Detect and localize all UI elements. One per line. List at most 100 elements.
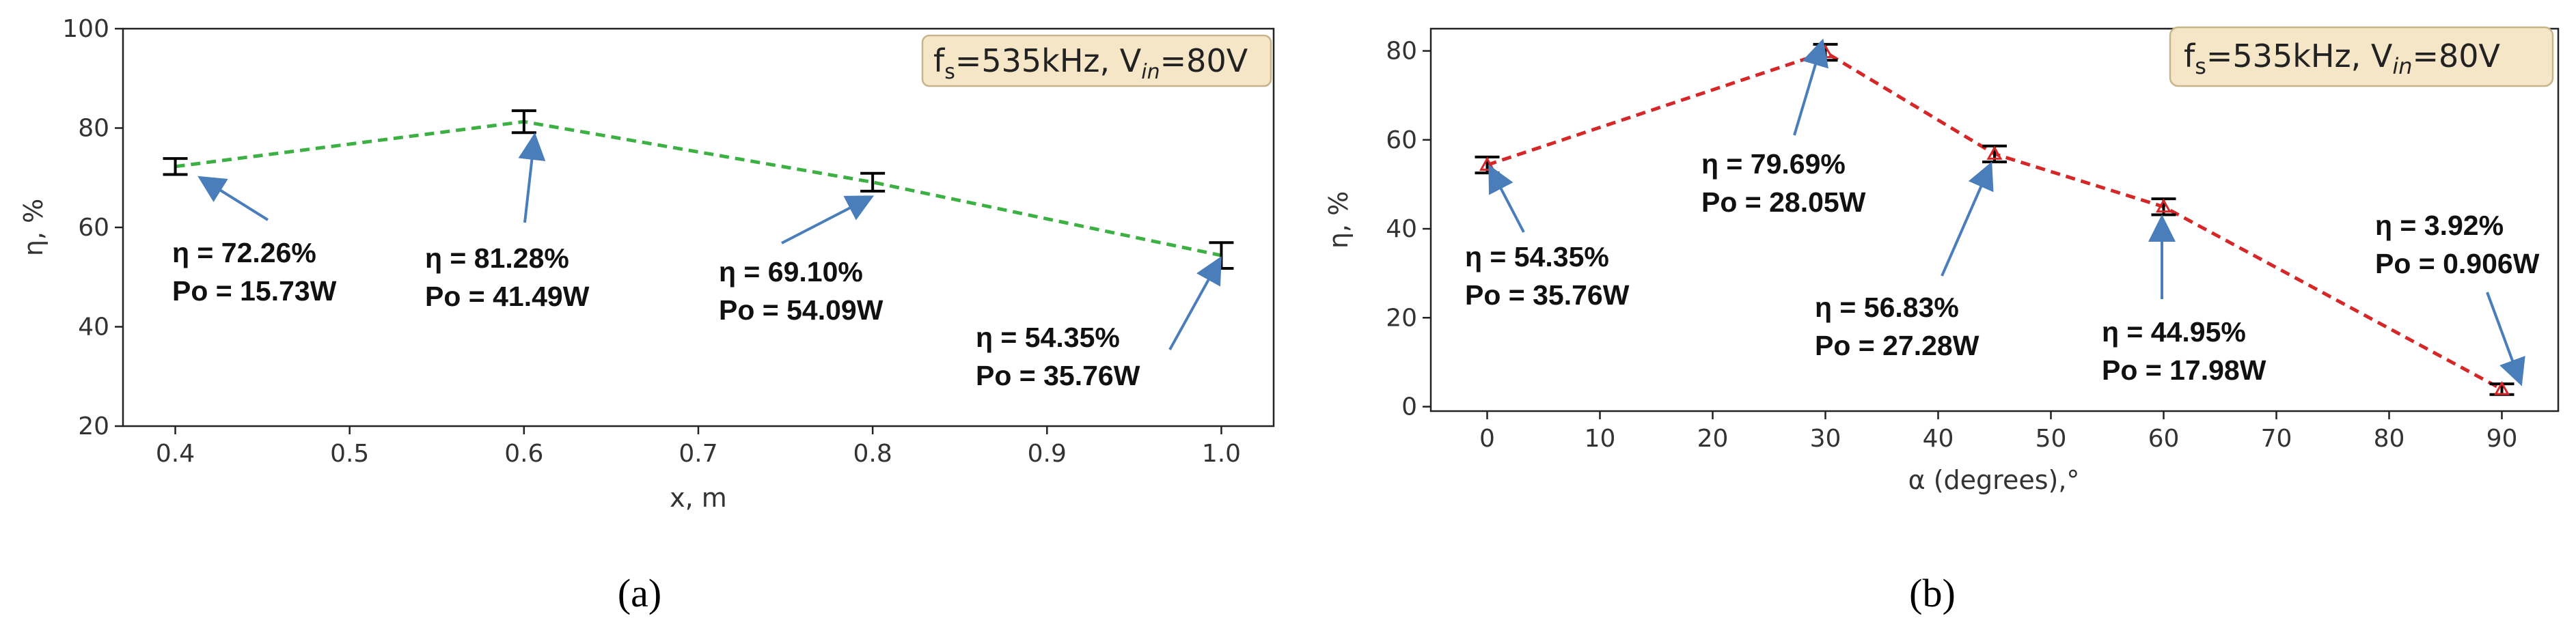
x-axis-label-b: α (degrees),° — [1908, 465, 2080, 495]
data-point — [1475, 155, 1500, 175]
arrow-b-2 — [1941, 161, 1994, 277]
annotation-eta-a-0: η = 72.26% — [172, 237, 316, 268]
annotation-eta-a-2: η = 69.10% — [719, 256, 863, 288]
info-v-sub-a: in — [1141, 60, 1160, 84]
arrow-b-4 — [2486, 292, 2525, 387]
y-tick-label: 20 — [78, 412, 109, 440]
x-tick-label: 30 — [1810, 425, 1841, 453]
annotation-eta-b-2: η = 56.83% — [1815, 292, 1959, 323]
annotation-a-3: η = 54.35% Po = 35.76W — [976, 256, 1222, 391]
x-tick-label: 90 — [2486, 425, 2518, 453]
series-line-b — [1486, 50, 2503, 391]
info-f-val-a: =535kHz, V — [955, 42, 1142, 79]
data-marker — [1479, 156, 1496, 171]
x-tick-label: 50 — [2036, 425, 2067, 453]
annotation-a-0: η = 72.26% Po = 15.73W — [172, 176, 337, 307]
info-box-bg-a — [921, 34, 1272, 87]
annotation-b-2: η = 56.83% Po = 27.28W — [1815, 161, 1994, 361]
info-f-sub-a: s — [944, 60, 955, 84]
annotation-a-1: η = 81.28% Po = 41.49W — [425, 132, 590, 312]
arrow-a-1 — [518, 132, 546, 223]
chart-panel-b: 0 20 40 60 80 0 10 20 30 40 50 60 70 80 90 α (degrees… — [1324, 26, 2560, 495]
data-point — [163, 157, 188, 176]
data-point — [511, 109, 536, 135]
annotation-eta-b-3: η = 44.95% — [2102, 316, 2246, 348]
x-axis-ticks-a: 0.4 0.5 0.6 0.7 0.8 0.9 1.0 — [156, 426, 1241, 468]
annotation-b-1: η = 79.69% Po = 28.05W — [1701, 38, 1866, 218]
x-tick-label: 0.4 — [156, 440, 195, 468]
annotation-po-b-1: Po = 28.05W — [1701, 186, 1866, 218]
y-tick-label: 40 — [78, 313, 109, 341]
annotation-b-4: η = 3.92% Po = 0.906W — [2375, 210, 2540, 387]
x-tick-label: 80 — [2374, 425, 2405, 453]
x-tick-label: 1.0 — [1202, 440, 1241, 468]
x-tick-label: 0 — [1479, 425, 1495, 453]
y-tick-label: 0 — [1401, 393, 1417, 421]
arrow-b-0 — [1488, 164, 1525, 233]
y-tick-label: 40 — [1386, 215, 1417, 243]
annotation-eta-a-3: η = 54.35% — [976, 322, 1120, 353]
annotation-po-a-0: Po = 15.73W — [172, 275, 337, 307]
annotation-po-b-0: Po = 35.76W — [1465, 279, 1630, 311]
error-bars-b — [1475, 42, 2515, 396]
annotation-po-a-3: Po = 35.76W — [976, 360, 1140, 391]
y-tick-label: 60 — [78, 214, 109, 242]
annotation-eta-a-1: η = 81.28% — [425, 242, 569, 274]
caption-a: (a) — [618, 571, 661, 615]
y-tick-label: 60 — [1386, 126, 1417, 154]
info-f-val-b: =535kHz, V — [2206, 38, 2393, 74]
series-line-path — [175, 120, 1222, 257]
svg-text:fs=535kHz, Vin=80V: fs=535kHz, Vin=80V — [2184, 38, 2501, 79]
annotation-po-a-1: Po = 41.49W — [425, 281, 590, 312]
annotation-b-0: η = 54.35% Po = 35.76W — [1465, 164, 1630, 311]
x-tick-label: 40 — [1923, 425, 1954, 453]
series-line-a — [175, 120, 1222, 257]
x-tick-label: 10 — [1585, 425, 1616, 453]
data-point — [1209, 241, 1234, 270]
x-tick-label: 0.6 — [504, 440, 543, 468]
data-point — [2489, 380, 2515, 396]
series-line-path — [1486, 50, 2503, 391]
data-marker — [2155, 198, 2172, 213]
arrow-b-1 — [1793, 38, 1829, 136]
annotation-eta-b-1: η = 79.69% — [1701, 148, 1846, 180]
annotation-po-b-4: Po = 0.906W — [2375, 248, 2540, 279]
annotation-po-a-2: Po = 54.09W — [719, 294, 883, 326]
caption-b: (b) — [1909, 571, 1956, 615]
x-tick-label: 0.5 — [330, 440, 369, 468]
annotation-po-b-2: Po = 27.28W — [1815, 330, 1979, 361]
x-tick-label: 0.8 — [853, 440, 892, 468]
info-v-val-a: =80V — [1160, 42, 1248, 79]
x-tick-label: 0.9 — [1028, 440, 1067, 468]
chart-panel-a: 20 40 60 80 100 0.4 0.5 0.6 0.7 0.8 0.9 1.0 x, m η… — [18, 15, 1275, 513]
annotation-a-2: η = 69.10% Po = 54.09W — [719, 195, 883, 326]
svg-text:fs=535kHz, Vin=80V: fs=535kHz, Vin=80V — [933, 42, 1248, 84]
info-v-sub-b: in — [2392, 53, 2412, 79]
x-tick-label: 70 — [2261, 425, 2292, 453]
info-box-b: fs=535kHz, Vin=80V — [2169, 26, 2554, 87]
data-marker — [2493, 380, 2510, 395]
annotation-eta-b-4: η = 3.92% — [2375, 210, 2504, 241]
arrow-a-0 — [197, 176, 269, 221]
data-point — [860, 171, 886, 193]
x-axis-label-a: x, m — [670, 483, 727, 513]
x-tick-label: 60 — [2148, 425, 2180, 453]
x-tick-label: 20 — [1697, 425, 1729, 453]
data-marker — [1986, 145, 2003, 160]
y-axis-label-b: η, % — [1324, 191, 1354, 249]
y-tick-label: 100 — [62, 15, 109, 43]
info-f-a: f — [933, 42, 946, 79]
info-box-bg-b — [2169, 26, 2554, 87]
arrow-a-3 — [1168, 256, 1222, 350]
info-f-sub-b: s — [2195, 53, 2206, 79]
annotation-po-b-3: Po = 17.98W — [2102, 354, 2266, 386]
x-tick-label: 0.7 — [679, 440, 717, 468]
y-tick-label: 20 — [1386, 304, 1417, 332]
y-axis-label-a: η, % — [18, 199, 49, 256]
info-box-a: fs=535kHz, Vin=80V — [921, 34, 1272, 87]
error-bars-a — [163, 109, 1234, 270]
info-f-b: f — [2184, 38, 2196, 74]
annotation-eta-b-0: η = 54.35% — [1465, 241, 1609, 272]
y-axis-ticks-a: 20 40 60 80 100 — [62, 15, 123, 440]
